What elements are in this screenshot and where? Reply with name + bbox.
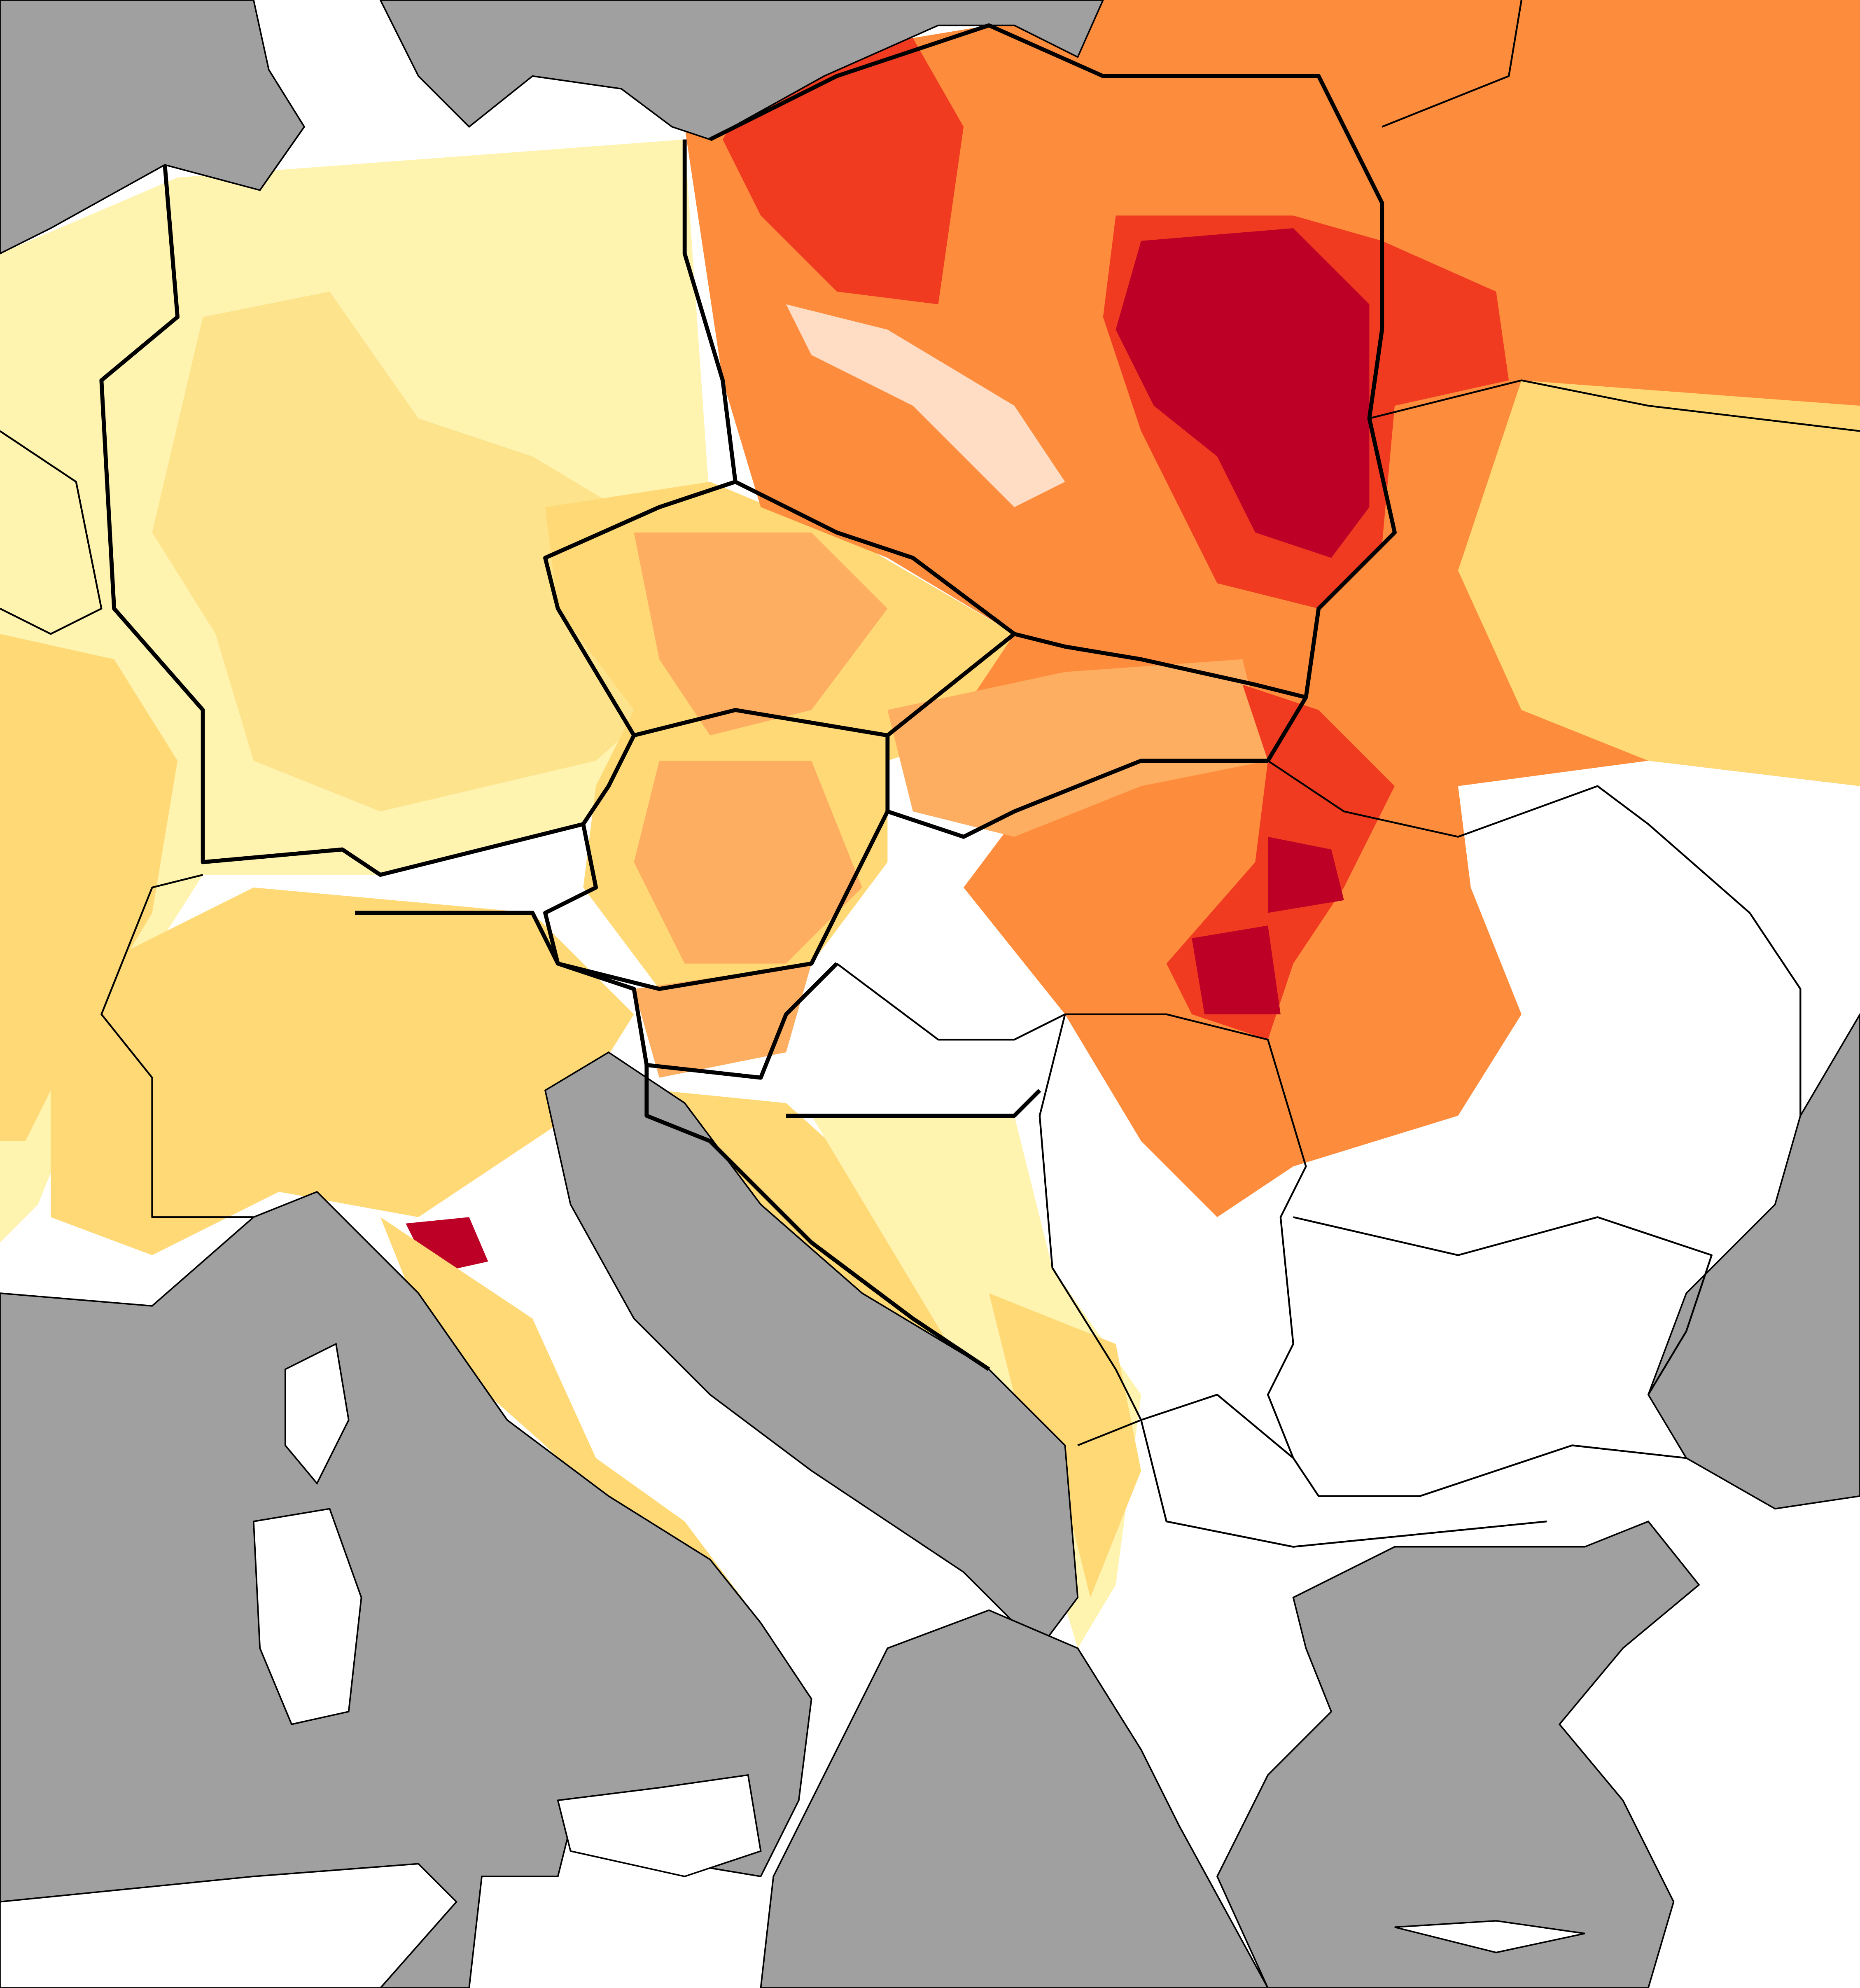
heat-moderate: [0, 634, 178, 1141]
heat-moderate: [380, 1217, 761, 1699]
country-border: [1382, 0, 1523, 128]
heat-high: [684, 0, 1860, 1217]
heat-moderate: [51, 887, 634, 1255]
country-border: [709, 23, 1397, 762]
heat-moderate: [1458, 380, 1860, 786]
country-border: [544, 479, 1307, 699]
country-border: [1039, 1014, 1142, 1420]
heat-low: [786, 304, 1065, 507]
borders: [0, 0, 1860, 1548]
sea: [0, 0, 306, 255]
country-border: [543, 811, 889, 991]
country-border: [633, 632, 1016, 738]
heat-moderate: [659, 1090, 964, 1344]
country-border: [836, 962, 1307, 1459]
heat-extreme: [1192, 836, 1344, 1014]
sea: [1647, 1013, 1860, 1510]
sea: [0, 1191, 812, 1988]
heat-high: [634, 963, 812, 1078]
island: [557, 1774, 762, 1878]
island: [284, 1343, 350, 1485]
country-border: [1369, 379, 1860, 432]
heat-extreme: [1116, 228, 1370, 558]
country-border: [1267, 760, 1802, 1116]
sea: [760, 1609, 1269, 1988]
heat-high: [634, 532, 888, 736]
country-border: [644, 1065, 990, 1371]
island: [1394, 1920, 1585, 1953]
country-border: [355, 911, 838, 1080]
sea: [1216, 1520, 1700, 1988]
country-border: [1141, 1394, 1687, 1497]
country-border: [1077, 1419, 1547, 1548]
heat-high: [634, 761, 862, 964]
island: [252, 1508, 362, 1725]
country-border: [100, 874, 254, 1218]
heat-moderate: [152, 292, 710, 812]
coast: [0, 1863, 457, 1988]
country-border: [1293, 1216, 1713, 1395]
country-border: [99, 139, 737, 877]
country-border: [885, 735, 1268, 839]
country-border: [786, 1089, 1041, 1118]
country-border: [0, 430, 103, 635]
heat-high: [887, 659, 1268, 837]
